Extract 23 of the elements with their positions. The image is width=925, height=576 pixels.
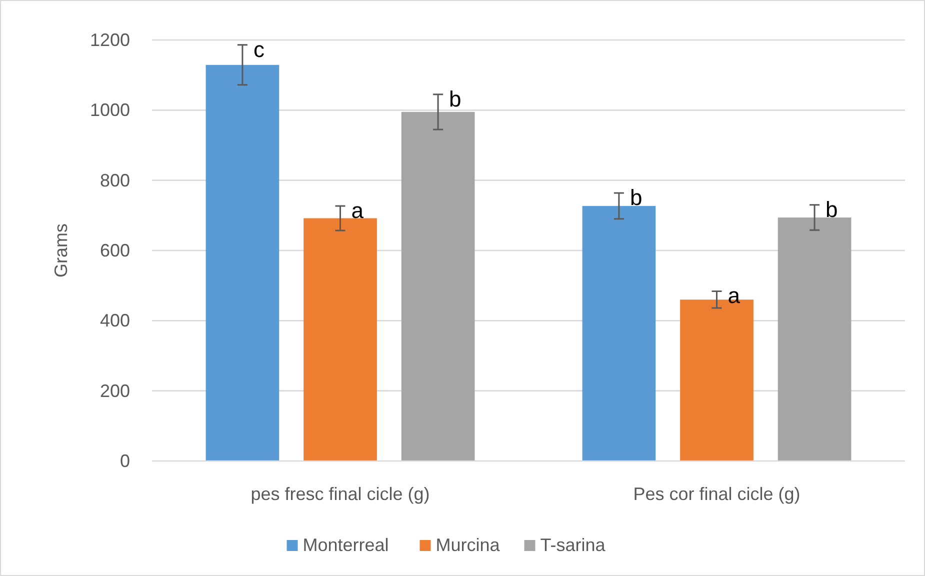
y-axis-title: Grams (51, 224, 71, 278)
bar (206, 64, 280, 461)
x-tick-label: Pes cor final cicle (g) (633, 484, 800, 504)
y-tick-label: 1200 (90, 30, 130, 50)
y-tick-label: 800 (100, 170, 130, 190)
bar (778, 218, 852, 461)
x-tick-label: pes fresc final cicle (g) (250, 484, 430, 504)
annotation: b (826, 196, 838, 222)
bar (304, 218, 377, 461)
legend-label: Murcina (436, 535, 501, 555)
annotation: c (253, 36, 264, 62)
y-tick-label: 200 (100, 380, 130, 401)
bar (582, 206, 656, 461)
bar (401, 112, 475, 461)
annotation: b (630, 184, 642, 210)
y-tick-label: 600 (100, 240, 130, 260)
y-tick-label: 400 (100, 310, 130, 331)
legend-label: T-sarina (540, 535, 606, 555)
annotation: b (449, 86, 462, 112)
legend-label: Monterreal (302, 535, 389, 555)
annotation: a (351, 198, 364, 223)
y-tick-label: 0 (120, 451, 130, 471)
y-tick-label: 1000 (90, 100, 130, 120)
